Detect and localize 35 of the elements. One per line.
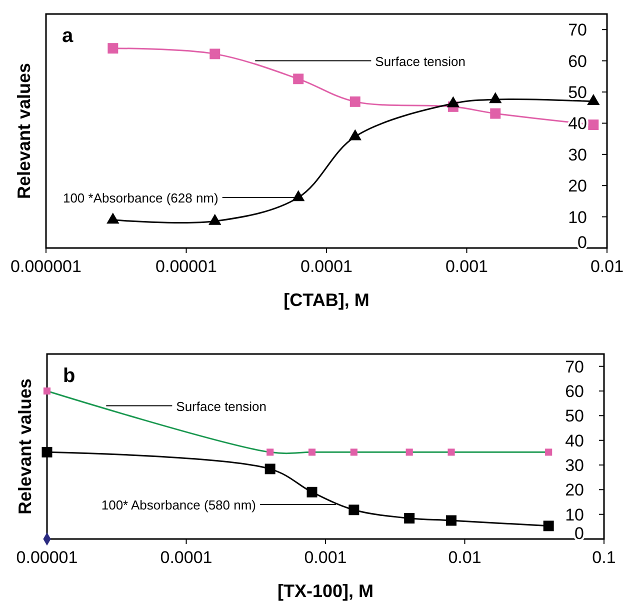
x-tick-label: 0.1 (592, 548, 616, 567)
y-tick-label: 0 (578, 233, 587, 252)
x-tick-label: 0.01 (590, 257, 624, 276)
y-tick-label: 30 (565, 456, 584, 475)
x-tick-label: 0.0001 (300, 257, 352, 276)
y-tick-label: 20 (568, 176, 587, 196)
y-tick-label: 50 (568, 83, 587, 102)
annotation: 100* Absorbance (580 nm) (101, 497, 256, 512)
x-tick-label: 0.00001 (156, 257, 217, 276)
x-tick-label: 0.001 (304, 548, 347, 567)
x-axis-title: [CTAB], M (284, 290, 370, 310)
annotation: 100 *Absorbance (628 nm) (62, 190, 218, 206)
y-axis-title: Relevant values (15, 378, 35, 515)
annotation: Surface tension (176, 398, 267, 414)
y-tick-label: 40 (565, 431, 584, 450)
x-tick-label: 0.000001 (10, 257, 82, 276)
y-tick-label: 60 (565, 382, 584, 401)
y-tick-label: 30 (568, 145, 587, 164)
annotation: Surface tension (375, 54, 466, 69)
annotation: a (62, 25, 74, 47)
x-tick-label: 0.0001 (160, 548, 212, 567)
x-tick-label: 0.01 (448, 548, 482, 567)
y-tick-label: 10 (568, 208, 587, 227)
y-tick-label: 20 (565, 480, 584, 500)
x-axis-title: [TX-100], M (277, 581, 374, 601)
y-tick-label: 70 (565, 357, 584, 376)
x-tick-label: 0.00001 (16, 548, 78, 567)
y-tick-label: 10 (565, 505, 584, 524)
y-axis-title: Relevant values (14, 62, 34, 200)
annotation: b (63, 365, 76, 387)
y-tick-label: 50 (565, 406, 584, 426)
y-tick-label: 0 (574, 524, 584, 543)
y-tick-label: 70 (568, 20, 587, 40)
x-tick-label: 0.001 (445, 257, 488, 276)
y-tick-label: 60 (568, 52, 587, 71)
